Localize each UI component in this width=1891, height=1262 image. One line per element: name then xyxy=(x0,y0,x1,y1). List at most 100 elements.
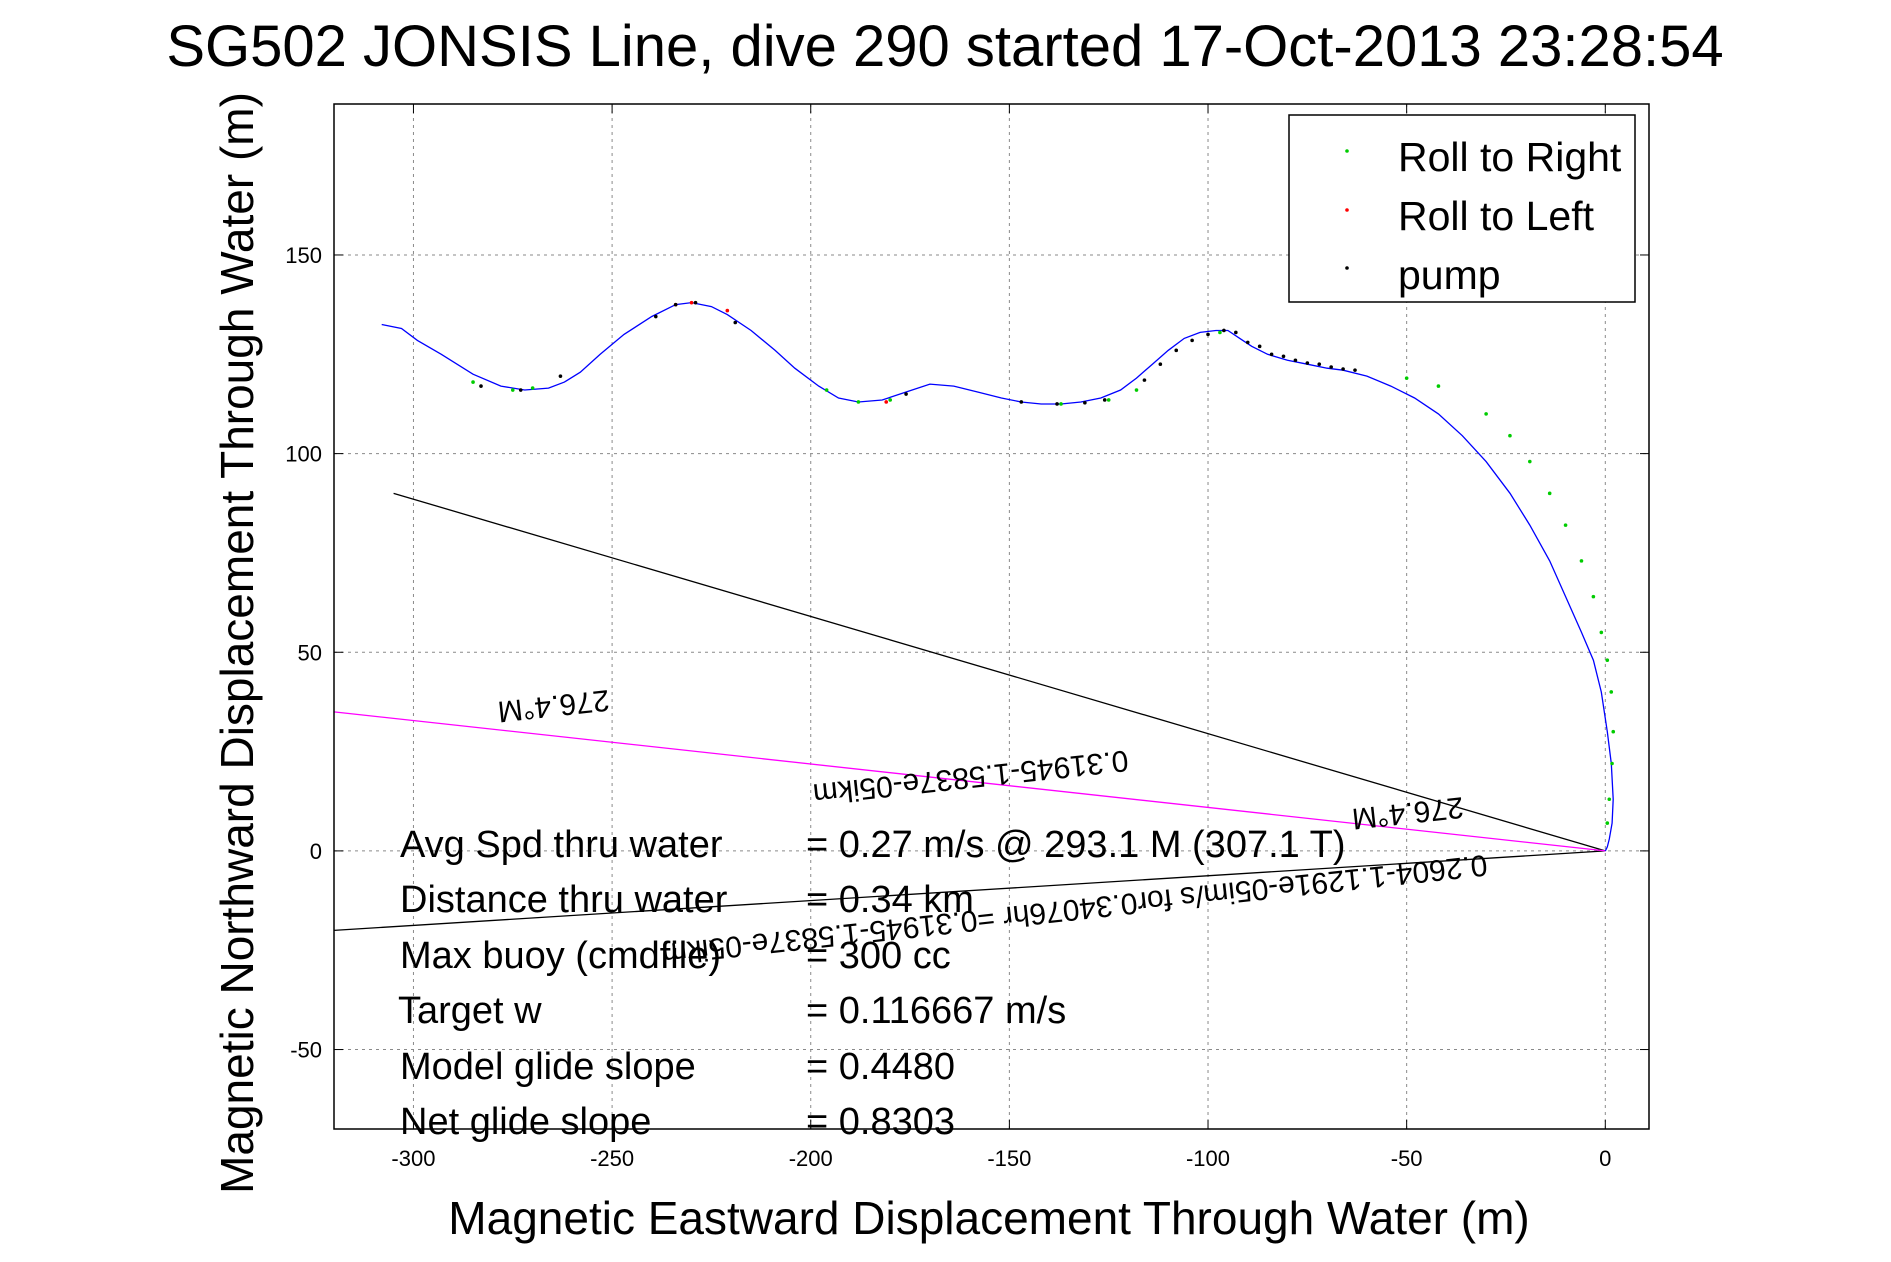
roll-right-marker xyxy=(530,386,535,390)
stat-label-avg-speed: Avg Spd thru water xyxy=(400,824,723,866)
pump-marker xyxy=(904,392,908,396)
roll-left-marker xyxy=(884,400,889,404)
roll-right-marker xyxy=(824,388,829,392)
stat-label-net-glide: Net glide slope xyxy=(400,1101,651,1143)
pump-marker xyxy=(653,314,658,319)
pump-marker xyxy=(1174,348,1179,353)
roll-right-marker xyxy=(1607,797,1612,802)
y-axis-ticks: -50 0 50 100 150 xyxy=(285,243,1649,1063)
pump-marker xyxy=(1353,368,1357,372)
pump-marker xyxy=(1293,358,1298,363)
stat-value-target-w: = 0.116667 m/s xyxy=(806,990,1066,1032)
stat-value-model-glide: = 0.4480 xyxy=(806,1046,955,1088)
pump-marker xyxy=(1329,365,1333,369)
x-tick-label: -100 xyxy=(1186,1146,1230,1171)
legend-marker-pump xyxy=(1345,266,1349,270)
legend-label-pump: pump xyxy=(1398,252,1501,298)
y-tick-label: 100 xyxy=(285,442,322,467)
roll-left-marker xyxy=(725,308,730,313)
magenta-line xyxy=(333,711,1606,852)
x-tick-label: -300 xyxy=(391,1146,435,1171)
roll-right-marker xyxy=(1579,559,1584,563)
pump-marker xyxy=(1245,340,1250,345)
stat-value-net-glide: = 0.8303 xyxy=(806,1101,955,1143)
markers xyxy=(471,300,1616,825)
x-tick-label: -200 xyxy=(789,1146,833,1171)
pump-marker xyxy=(733,320,738,325)
roll-right-marker xyxy=(1605,658,1610,663)
pump-marker xyxy=(1206,332,1210,337)
roll-right-marker xyxy=(1436,384,1441,388)
roll-right-marker xyxy=(1059,402,1063,406)
stat-value-avg-speed: = 0.27 m/s @ 293.1 M (307.1 T) xyxy=(806,824,1346,866)
plot-area-frame xyxy=(333,103,1650,1130)
legend-label-roll-right: Roll to Right xyxy=(1398,134,1622,180)
x-tick-label: -250 xyxy=(590,1146,634,1171)
roll-right-marker xyxy=(471,380,475,384)
stat-label-target-w: Target w xyxy=(398,990,542,1032)
stat-label-distance: Distance thru water xyxy=(400,879,728,921)
stat-value-distance: = 0.34 km xyxy=(806,879,974,921)
pump-marker xyxy=(1317,362,1322,367)
pump-marker xyxy=(479,384,483,388)
chart-title: SG502 JONSIS Line, dive 290 started 17-O… xyxy=(166,14,1723,79)
upper-black-line xyxy=(393,492,1606,852)
y-tick-label: 0 xyxy=(310,839,322,864)
roll-right-marker xyxy=(1404,376,1409,380)
pump-marker xyxy=(1234,330,1238,335)
y-tick-label: -50 xyxy=(290,1038,322,1063)
x-axis-label: Magnetic Eastward Displacement Through W… xyxy=(448,1192,1529,1244)
pump-marker xyxy=(673,302,678,307)
roll-right-marker xyxy=(1106,398,1111,402)
roll-right-marker xyxy=(888,398,892,402)
pump-marker xyxy=(1222,328,1226,333)
y-tick-label: 150 xyxy=(285,243,322,268)
stat-label-model-glide: Model glide slope xyxy=(400,1046,696,1088)
lower-black-line xyxy=(333,850,1606,932)
x-tick-label: 0 xyxy=(1599,1146,1611,1171)
roll-left-marker xyxy=(689,300,694,305)
x-tick-label: -50 xyxy=(1391,1146,1423,1171)
roll-right-marker xyxy=(1609,690,1614,694)
pump-marker xyxy=(558,374,563,378)
pump-marker xyxy=(1281,354,1286,359)
pump-marker xyxy=(1341,367,1345,371)
roll-right-marker xyxy=(1528,459,1532,464)
pump-marker xyxy=(1269,352,1274,357)
roll-right-marker xyxy=(1599,630,1604,635)
pump-marker xyxy=(1305,361,1310,365)
pump-marker xyxy=(1257,344,1262,349)
roll-right-marker xyxy=(510,388,515,392)
x-tick-label: -150 xyxy=(987,1146,1031,1171)
legend-label-roll-left: Roll to Left xyxy=(1398,193,1595,239)
roll-right-marker xyxy=(1591,594,1596,599)
stat-label-max-buoy: Max buoy (cmdfile) xyxy=(400,935,721,977)
y-tick-label: 50 xyxy=(298,640,322,665)
roll-right-marker xyxy=(1218,330,1222,335)
roll-right-marker xyxy=(1605,821,1610,825)
track-line xyxy=(381,301,1614,852)
roll-right-marker xyxy=(1134,388,1139,392)
pump-marker xyxy=(1142,378,1147,382)
roll-right-marker xyxy=(1547,491,1552,496)
pump-marker xyxy=(1055,402,1059,406)
legend-marker-roll-right xyxy=(1345,149,1349,153)
pump-marker xyxy=(1158,362,1163,367)
roll-right-marker xyxy=(856,400,861,404)
reference-lines xyxy=(333,492,1606,932)
pump-marker xyxy=(693,300,698,305)
stat-value-max-buoy: = 300 cc xyxy=(806,935,951,977)
pump-marker xyxy=(1190,338,1194,343)
pump-marker xyxy=(518,388,523,392)
stats-annotation: Avg Spd thru water = 0.27 m/s @ 293.1 M … xyxy=(398,824,1346,1143)
x-axis-ticks: -300 -250 -200 -150 -100 -50 0 xyxy=(391,104,1611,1171)
roll-right-marker xyxy=(1563,523,1568,527)
roll-right-marker xyxy=(1610,761,1614,766)
legend: Roll to Right Roll to Left pump xyxy=(1288,114,1636,303)
roll-right-marker xyxy=(1611,729,1616,734)
y-axis-label: Magnetic Northward Displacement Through … xyxy=(211,92,263,1194)
pump-marker xyxy=(1102,398,1107,402)
roll-right-marker xyxy=(1484,412,1488,416)
pump-marker xyxy=(1083,400,1087,405)
